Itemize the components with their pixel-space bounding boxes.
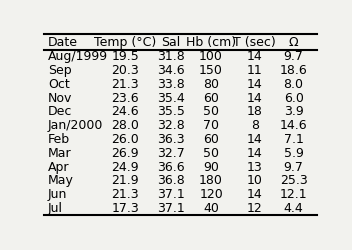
Text: 9.7: 9.7 [284,160,303,173]
Text: Temp (°C): Temp (°C) [94,36,156,49]
Text: 37.1: 37.1 [157,201,185,214]
Text: 5.9: 5.9 [284,146,303,159]
Text: 28.0: 28.0 [111,119,139,132]
Text: Jan/2000: Jan/2000 [48,119,103,132]
Text: 37.1: 37.1 [157,188,185,200]
Text: 7.1: 7.1 [284,132,303,145]
Text: 12: 12 [247,201,263,214]
Text: 18.6: 18.6 [280,64,308,76]
Text: 14: 14 [247,91,263,104]
Text: 40: 40 [203,201,219,214]
Text: Jul: Jul [48,201,63,214]
Text: 34.6: 34.6 [157,64,185,76]
Text: 80: 80 [203,78,219,90]
Text: 32.8: 32.8 [157,119,185,132]
Text: 14.6: 14.6 [280,119,307,132]
Text: 35.4: 35.4 [157,91,185,104]
Text: 36.3: 36.3 [157,132,185,145]
Text: 19.5: 19.5 [111,50,139,63]
Text: Ω: Ω [289,36,298,49]
Text: 3.9: 3.9 [284,105,303,118]
Text: 36.6: 36.6 [157,160,185,173]
Text: 150: 150 [199,64,223,76]
Text: 24.9: 24.9 [111,160,139,173]
Text: 35.5: 35.5 [157,105,185,118]
Text: 120: 120 [199,188,223,200]
Text: Oct: Oct [48,78,70,90]
Text: 70: 70 [203,119,219,132]
Text: 14: 14 [247,78,263,90]
Text: Date: Date [48,36,78,49]
Text: T (sec): T (sec) [233,36,276,49]
Text: 11: 11 [247,64,263,76]
Text: 26.0: 26.0 [111,132,139,145]
Text: Sep: Sep [48,64,72,76]
Text: 50: 50 [203,105,219,118]
Text: 26.9: 26.9 [111,146,139,159]
Text: Dec: Dec [48,105,73,118]
Text: 14: 14 [247,188,263,200]
Text: 31.8: 31.8 [157,50,185,63]
Text: 21.3: 21.3 [111,78,139,90]
Text: 10: 10 [247,174,263,186]
Text: 14: 14 [247,132,263,145]
Text: 60: 60 [203,91,219,104]
Text: 33.8: 33.8 [157,78,185,90]
Text: Jun: Jun [48,188,68,200]
Text: Sal: Sal [161,36,181,49]
Text: Hb (cm): Hb (cm) [186,36,236,49]
Text: May: May [48,174,74,186]
Text: 21.9: 21.9 [111,174,139,186]
Text: 24.6: 24.6 [111,105,139,118]
Text: 100: 100 [199,50,223,63]
Text: 21.3: 21.3 [111,188,139,200]
Text: 180: 180 [199,174,223,186]
Text: 8: 8 [251,119,259,132]
Text: 18: 18 [247,105,263,118]
Text: 14: 14 [247,146,263,159]
Text: 6.0: 6.0 [284,91,303,104]
Text: 25.3: 25.3 [280,174,308,186]
Text: 17.3: 17.3 [111,201,139,214]
Text: Aug/1999: Aug/1999 [48,50,108,63]
Text: Feb: Feb [48,132,70,145]
Text: 14: 14 [247,50,263,63]
Text: 20.3: 20.3 [111,64,139,76]
Text: 23.6: 23.6 [111,91,139,104]
Text: 50: 50 [203,146,219,159]
Text: 13: 13 [247,160,263,173]
Text: Apr: Apr [48,160,70,173]
Text: 90: 90 [203,160,219,173]
Text: 60: 60 [203,132,219,145]
Text: 12.1: 12.1 [280,188,307,200]
Text: 9.7: 9.7 [284,50,303,63]
Text: 36.8: 36.8 [157,174,185,186]
Text: Mar: Mar [48,146,72,159]
Text: Nov: Nov [48,91,73,104]
Text: 8.0: 8.0 [284,78,304,90]
Text: 32.7: 32.7 [157,146,185,159]
Text: 4.4: 4.4 [284,201,303,214]
